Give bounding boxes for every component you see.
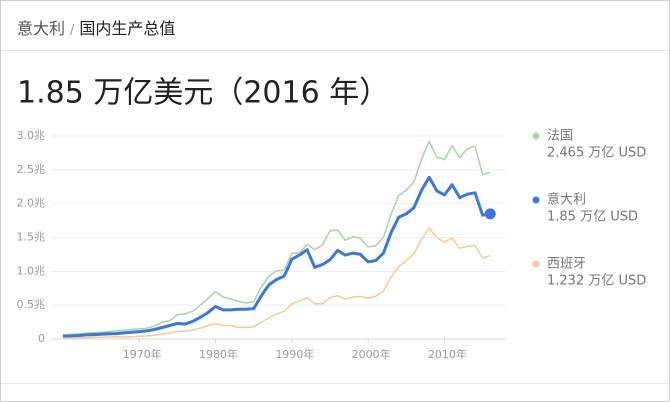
y-tick-label: 3.0兆: [17, 129, 46, 142]
series-line: [62, 140, 491, 336]
series-line: [62, 175, 491, 338]
legend-marker: [532, 196, 540, 204]
y-tick-label: 1.0兆: [17, 264, 46, 277]
legend-value: 1.232 万亿 USD: [547, 274, 646, 289]
divider: [1, 383, 669, 384]
breadcrumb-current: 国内生产总值: [79, 19, 176, 38]
breadcrumb-parent[interactable]: 意大利: [17, 19, 66, 38]
legend-name: 意大利: [547, 192, 586, 208]
breadcrumb: 意大利 / 国内生产总值: [17, 15, 175, 39]
legend-marker: [532, 260, 540, 268]
chart-title: 1.85 万亿美元（2016 年）: [17, 76, 389, 111]
legend-marker: [532, 132, 540, 140]
divider: [1, 50, 669, 51]
y-tick-label: 2.5兆: [17, 163, 46, 176]
last-point: [484, 208, 496, 220]
x-tick-label: 1980年: [199, 347, 238, 361]
x-tick-label: 2000年: [352, 347, 391, 361]
legend-name: 法国: [547, 129, 573, 144]
x-tick-label: 2010年: [428, 347, 467, 361]
legend-name: 西班牙: [547, 257, 586, 272]
series-line: [62, 227, 491, 339]
breadcrumb-separator: /: [70, 23, 75, 38]
y-tick-label: 0.5兆: [17, 298, 46, 311]
legend-value: 1.85 万亿 USD: [547, 210, 638, 225]
y-tick-label: 1.5兆: [17, 231, 46, 244]
y-tick-label: 0: [38, 332, 45, 345]
y-tick-label: 2.0兆: [17, 197, 46, 210]
x-tick-label: 1990年: [275, 347, 314, 361]
x-tick-label: 1970年: [123, 347, 162, 361]
legend-value: 2.465 万亿 USD: [547, 146, 646, 161]
